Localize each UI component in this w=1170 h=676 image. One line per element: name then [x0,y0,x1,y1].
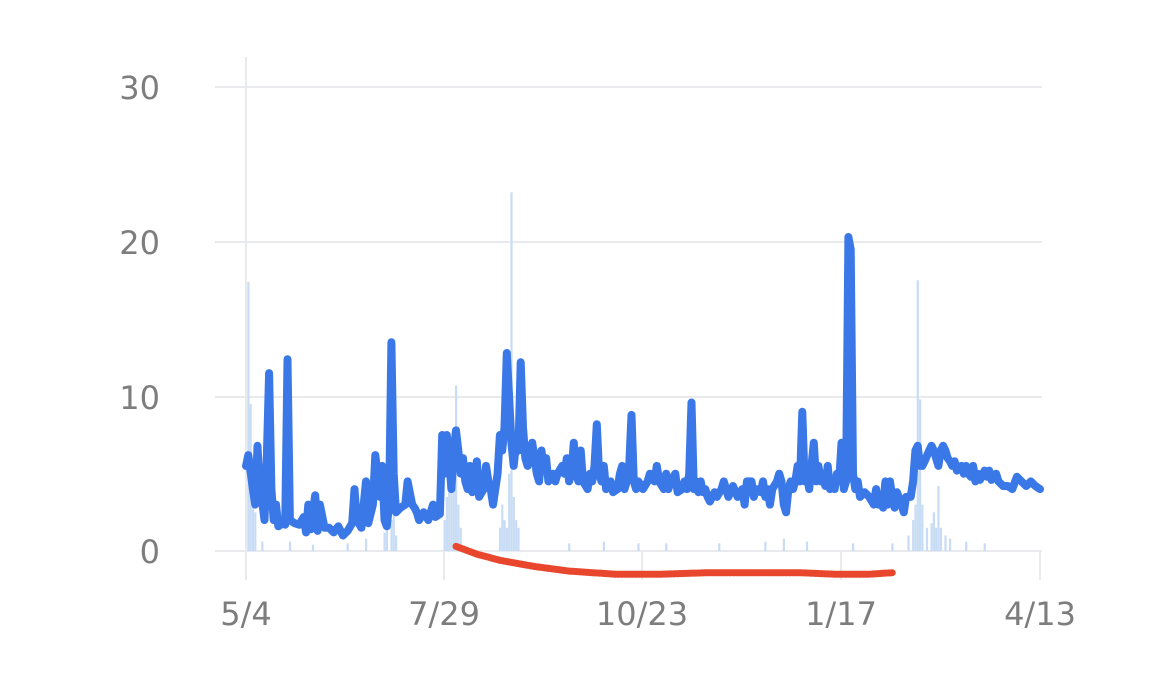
bar [288,541,292,551]
bar [912,520,915,551]
bar [452,465,455,551]
bar [311,544,315,551]
bar [503,520,506,551]
bar [921,504,924,551]
bar [459,527,462,551]
bar [805,541,809,551]
bar [385,527,388,551]
bar [505,527,508,551]
y-tick-label: 30 [119,69,160,107]
bar [261,541,264,551]
bar [983,543,986,551]
x-tick-label: 10/23 [596,595,688,633]
bar [508,473,511,551]
bar [914,504,917,551]
bar [515,520,518,551]
bar [457,504,460,551]
bar [907,535,910,551]
bar [937,486,940,551]
bar [251,465,255,551]
x-tick-label: 7/29 [408,595,480,633]
bar [916,280,919,551]
bar [448,473,451,551]
trend-line [452,542,896,578]
x-tick-label: 4/13 [1004,595,1076,633]
bar [932,512,935,551]
bar [445,496,448,551]
y-gridlines [215,86,1042,552]
bar [365,538,368,551]
bar [512,496,515,551]
bar [944,535,947,551]
bar [665,543,668,551]
y-axis-labels: 30 20 10 0 [119,69,160,571]
bar [925,527,929,551]
bar [383,532,386,551]
main-line [242,233,1044,540]
y-tick-label: 0 [140,533,160,571]
bar [782,538,785,551]
bar [517,527,520,551]
bar [965,541,968,551]
bar [254,512,257,551]
bar [602,541,605,551]
bar [247,281,250,551]
x-axis-labels: 5/4 7/29 10/23 1/17 4/13 [220,595,1076,633]
bar [392,496,395,551]
bar [949,538,952,551]
bar [852,543,855,551]
x-tick-label: 1/17 [805,595,877,633]
bar [498,527,502,551]
bar [718,543,721,551]
bar [919,399,922,551]
x-gridlines [245,57,1041,580]
trend-series-line [452,542,896,578]
bar [501,504,504,551]
bar [764,541,767,551]
x-tick-label: 5/4 [220,595,272,633]
bar [390,520,393,551]
bar [935,527,938,551]
bar [891,543,894,551]
series-line [242,233,1044,540]
bar [939,527,942,551]
bar [568,543,571,551]
bar [637,543,640,551]
y-tick-label: 20 [119,224,160,262]
bar [450,489,453,551]
bar [443,520,446,551]
bar [395,535,398,551]
bar [930,523,933,551]
y-tick-label: 10 [119,379,160,417]
bar [346,543,349,551]
